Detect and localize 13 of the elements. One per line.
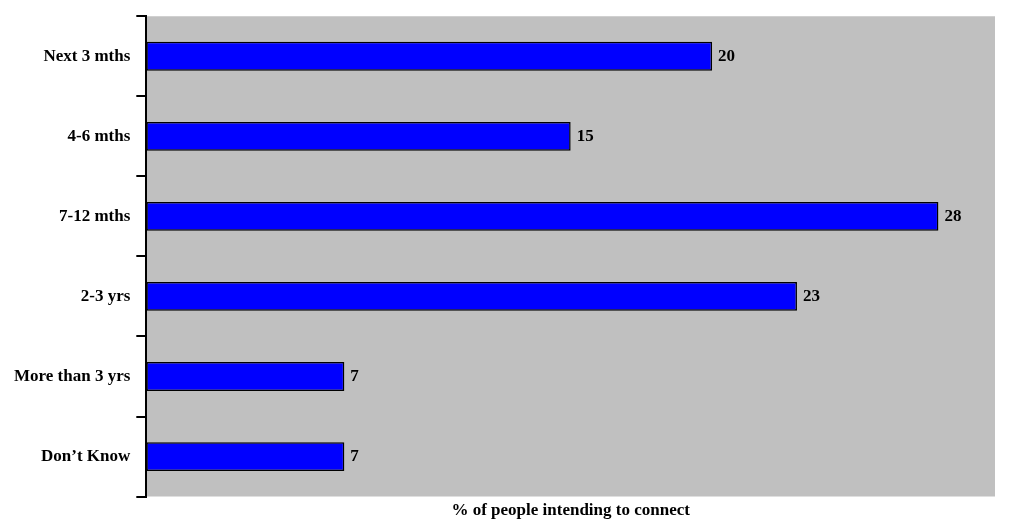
x-axis-title: % of people intending to connect [451, 500, 691, 520]
data-label: 28 [944, 205, 962, 225]
y-tick-label: 2-3 yrs [80, 285, 131, 305]
y-tick-label: 7-12 mths [59, 205, 131, 225]
y-tick-label: Don’t Know [41, 445, 132, 465]
y-tick-label: More than 3 yrs [14, 365, 131, 385]
y-tick-label: 4-6 mths [67, 125, 131, 145]
data-label: 15 [576, 125, 594, 145]
y-tick-label: Next 3 mths [43, 45, 131, 65]
data-label: 7 [350, 445, 360, 465]
data-label: 23 [802, 285, 820, 305]
data-label: 7 [350, 365, 360, 385]
data-label: 20 [718, 45, 736, 65]
